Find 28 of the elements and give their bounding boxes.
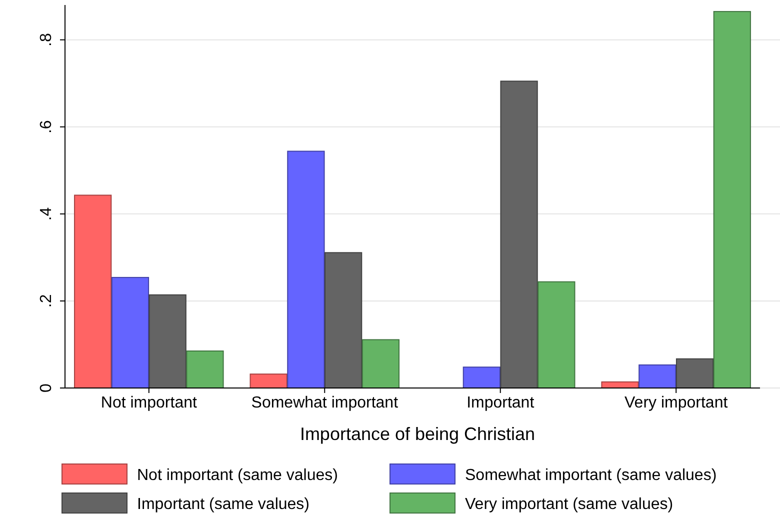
bar xyxy=(500,80,538,388)
legend-label: Somewhat important (same values) xyxy=(465,467,717,484)
x-axis-title: Importance of being Christian xyxy=(300,424,536,444)
bar xyxy=(74,194,112,388)
bar xyxy=(287,150,325,388)
y-tick-label: .6 xyxy=(38,120,55,134)
bar xyxy=(111,276,150,388)
legend-label: Not important (same values) xyxy=(137,467,338,484)
y-tick-label: 0 xyxy=(38,383,55,392)
bar xyxy=(324,252,362,388)
bar xyxy=(362,339,400,388)
x-tick-label: Very important xyxy=(624,394,728,412)
bar xyxy=(148,294,186,388)
bar xyxy=(676,358,714,388)
bar xyxy=(638,364,676,388)
y-tick-label: .2 xyxy=(38,294,55,308)
legend-label: Important (same values) xyxy=(137,496,310,513)
legend-label: Very important (same values) xyxy=(465,496,674,513)
bar xyxy=(250,374,288,388)
bar xyxy=(538,281,576,388)
x-tick-label: Important xyxy=(466,394,535,412)
y-tick-label: .4 xyxy=(38,207,55,221)
x-tick-label: Somewhat important xyxy=(251,394,399,412)
y-tick-label: .8 xyxy=(38,33,55,46)
x-tick-label: Not important xyxy=(100,394,198,412)
bar xyxy=(713,11,751,388)
bar xyxy=(186,350,224,388)
bar xyxy=(462,366,500,388)
